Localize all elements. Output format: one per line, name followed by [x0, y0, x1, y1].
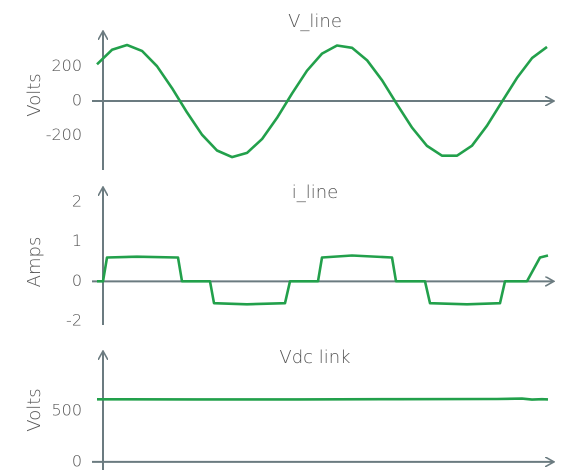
y-tick-label: 200: [51, 56, 82, 75]
y-tick-label: -2: [66, 311, 82, 330]
y-tick-label: 0: [72, 451, 82, 470]
data-line: [97, 254, 549, 306]
y-tick-label: -200: [46, 125, 82, 144]
y-tick-label: 0: [72, 271, 82, 290]
y-tick-label: 0: [72, 91, 82, 110]
data-line: [96, 397, 549, 401]
y-axis-label: Volts: [24, 388, 45, 431]
y-tick-label: 1: [72, 231, 82, 250]
chart-title: Vdc link: [279, 347, 350, 368]
chart-title: V_line: [288, 11, 342, 32]
data-line: [96, 43, 548, 159]
y-axis-label: Volts: [24, 73, 45, 116]
y-tick-label: 500: [51, 401, 82, 420]
y-tick-label: 2: [72, 191, 82, 210]
y-axis-label: Amps: [24, 237, 45, 288]
chart-title: i_line: [292, 182, 339, 203]
